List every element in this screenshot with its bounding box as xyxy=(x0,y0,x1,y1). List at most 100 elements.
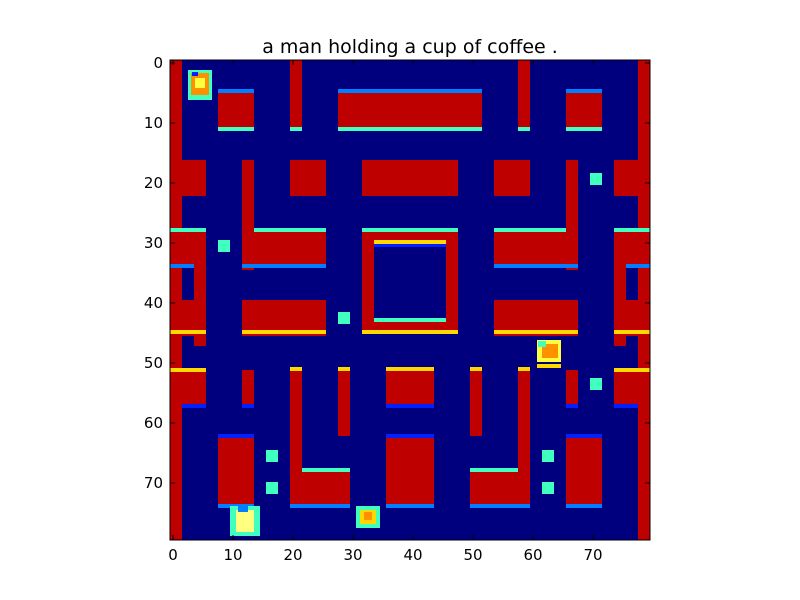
wall-edge xyxy=(614,228,650,232)
wall-edge xyxy=(566,434,602,438)
wall xyxy=(362,160,458,196)
wall-edge xyxy=(614,330,650,334)
x-axis-labels: 0 10 20 30 40 50 60 70 xyxy=(168,546,602,564)
y-tick-label: 50 xyxy=(144,354,163,372)
y-tick-label: 70 xyxy=(144,474,163,492)
wall xyxy=(362,230,458,242)
wall xyxy=(290,370,302,480)
wall xyxy=(254,230,326,266)
chart-title: a man holding a cup of coffee . xyxy=(262,36,558,58)
wall xyxy=(494,230,566,266)
wall-edge xyxy=(170,228,206,232)
wall xyxy=(386,370,434,406)
wall-edge xyxy=(494,228,566,232)
pellet xyxy=(266,482,278,494)
wall-edge xyxy=(386,367,434,371)
enemy-sprite xyxy=(230,506,260,536)
y-tick-label: 40 xyxy=(144,294,163,312)
x-tick-label: 50 xyxy=(463,546,482,564)
wall-edge xyxy=(242,404,254,408)
wall-edge xyxy=(386,404,434,408)
wall-edge xyxy=(470,367,482,371)
wall-edge xyxy=(254,228,326,232)
wall xyxy=(338,370,350,436)
wall xyxy=(170,230,206,266)
wall-edge xyxy=(614,368,650,372)
x-tick-label: 0 xyxy=(168,546,178,564)
wall-edge xyxy=(566,127,602,131)
y-tick-label: 60 xyxy=(144,414,163,432)
pellet xyxy=(542,482,554,494)
wall-edge xyxy=(518,127,530,131)
wall-edge xyxy=(290,127,302,131)
x-tick-label: 20 xyxy=(283,546,302,564)
wall-edge xyxy=(170,264,194,268)
x-axis-ticks xyxy=(172,60,594,540)
y-axis-ticks xyxy=(170,62,650,484)
player-sprite xyxy=(188,70,212,100)
wall-edge xyxy=(374,244,446,247)
wall-edge xyxy=(302,468,350,472)
wall xyxy=(566,436,602,506)
wall-edge xyxy=(218,89,254,93)
wall-edge xyxy=(182,404,206,408)
wall-edge xyxy=(386,434,434,438)
wall-edge xyxy=(566,404,578,408)
wall-edge xyxy=(626,264,650,268)
x-tick-label: 40 xyxy=(403,546,422,564)
wall-edge xyxy=(218,127,254,131)
wall xyxy=(362,230,374,334)
pellet xyxy=(542,450,554,462)
image-plot: 0 10 20 30 40 50 60 70 0 10 20 30 40 50 … xyxy=(144,54,651,564)
wall xyxy=(446,230,458,334)
enemy-sprite xyxy=(356,506,380,528)
wall xyxy=(518,60,530,130)
y-tick-label: 0 xyxy=(153,54,163,72)
wall xyxy=(290,160,326,196)
wall xyxy=(614,160,638,196)
wall-edge xyxy=(374,240,446,244)
wall-edge xyxy=(518,367,530,371)
x-tick-label: 70 xyxy=(583,546,602,564)
pellet xyxy=(590,378,602,390)
wall xyxy=(470,370,482,436)
x-tick-label: 60 xyxy=(523,546,542,564)
wall-edge xyxy=(290,367,302,371)
pellet xyxy=(590,173,602,185)
x-tick-label: 10 xyxy=(223,546,242,564)
plot-frame xyxy=(169,59,651,541)
wall-edge xyxy=(242,330,326,334)
wall xyxy=(566,370,578,406)
wall xyxy=(518,370,530,480)
y-tick-label: 10 xyxy=(144,114,163,132)
wall-edge xyxy=(362,330,458,334)
wall-edge xyxy=(218,434,254,438)
wall-edge xyxy=(470,468,518,472)
wall xyxy=(566,160,578,270)
wall xyxy=(182,160,206,196)
wall xyxy=(470,470,530,506)
wall-left xyxy=(170,60,182,540)
wall-edge xyxy=(338,89,482,93)
pellet xyxy=(218,240,230,252)
wall-edge xyxy=(242,264,326,268)
wall-edge xyxy=(374,318,446,322)
pellets xyxy=(218,173,602,494)
wall xyxy=(242,160,254,270)
enemy-sprite xyxy=(537,340,561,368)
wall xyxy=(182,370,206,406)
wall-edge xyxy=(494,264,578,268)
wall xyxy=(338,90,482,130)
wall xyxy=(494,160,530,196)
y-tick-label: 20 xyxy=(144,174,163,192)
wall xyxy=(290,60,302,130)
wall-edge xyxy=(170,330,206,334)
wall-edge xyxy=(170,368,206,372)
wall xyxy=(614,370,638,406)
wall-edge xyxy=(338,127,482,131)
wall-edge xyxy=(338,367,350,371)
wall-edge xyxy=(566,504,602,508)
wall xyxy=(218,90,254,130)
wall-edge xyxy=(362,228,458,232)
